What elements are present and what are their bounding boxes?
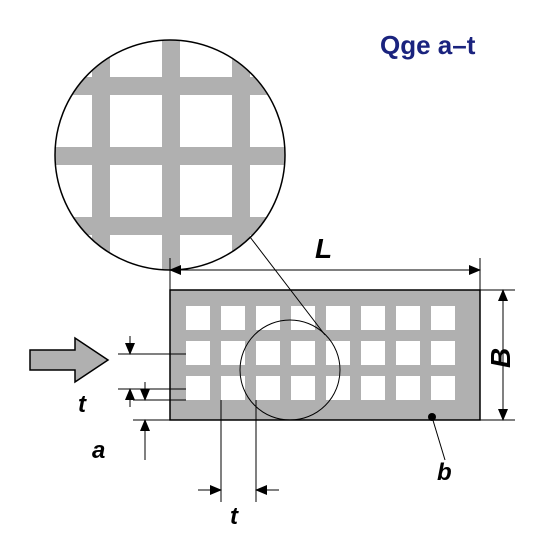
label-a: a <box>92 437 105 464</box>
flow-arrow-icon <box>30 338 108 382</box>
label-B: B <box>485 348 516 368</box>
label-L: L <box>315 233 332 264</box>
diagram-title: Qge a–t <box>380 30 475 61</box>
label-t-horiz: t <box>230 503 239 530</box>
perforated-plate <box>170 290 480 420</box>
label-t-vert: t <box>78 391 87 418</box>
diagram-canvas: L B t a t b <box>0 0 550 550</box>
magnifier-view <box>40 25 302 287</box>
label-b: b <box>437 459 452 486</box>
